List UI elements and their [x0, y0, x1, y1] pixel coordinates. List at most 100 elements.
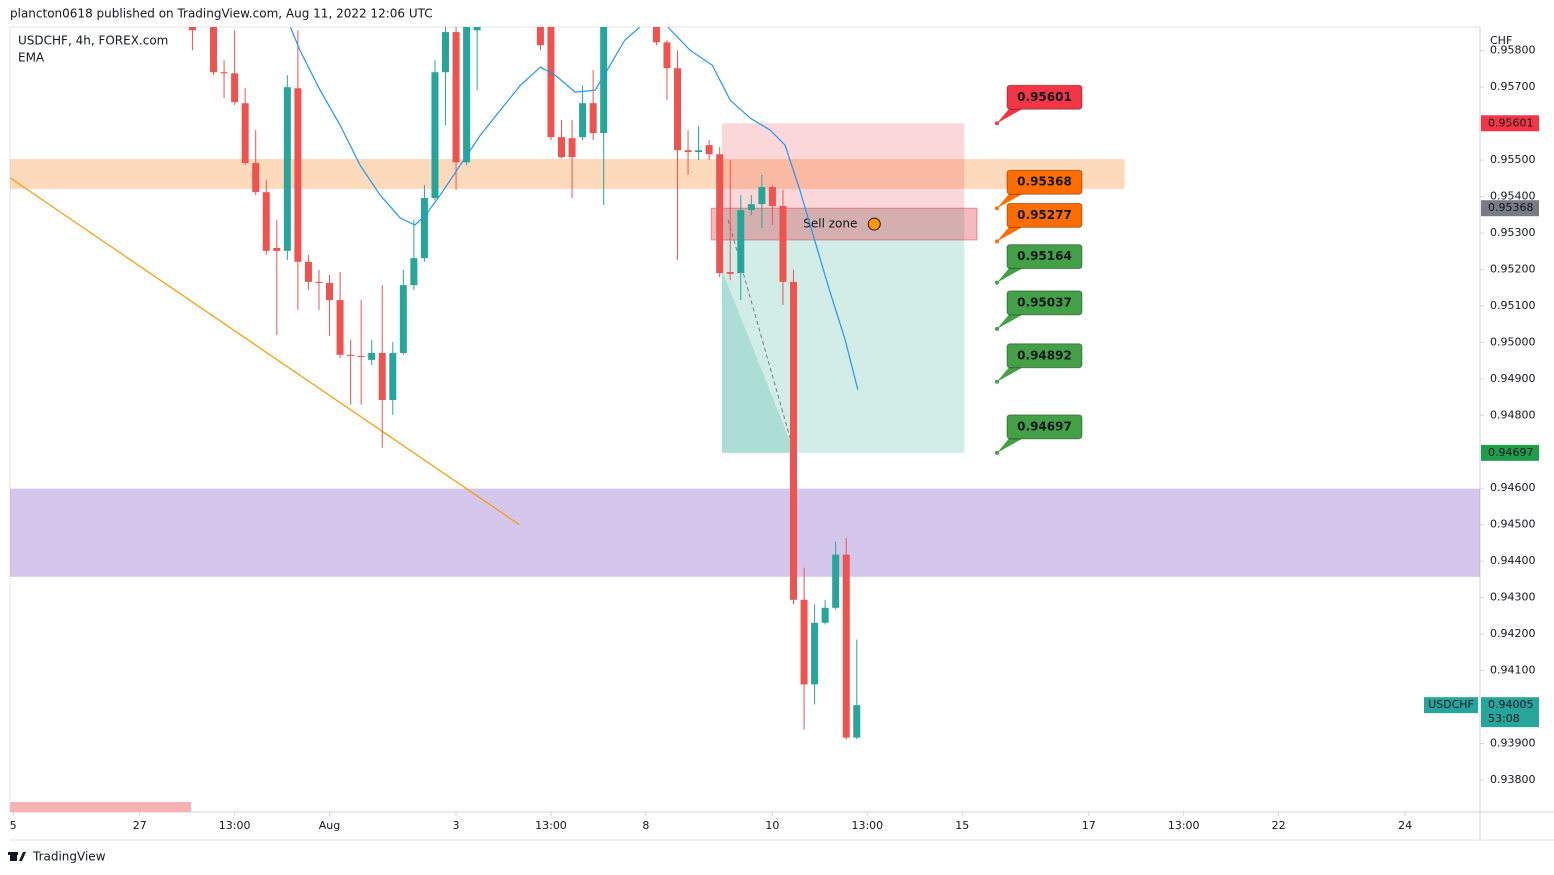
sell-zone-label: Sell zone: [803, 217, 857, 231]
candle-body: [399, 285, 407, 353]
price-tag-label: 0.94697: [1488, 446, 1534, 459]
candle-body: [304, 261, 312, 282]
candle-body: [241, 103, 249, 163]
y-tick-label: 0.95300: [1490, 226, 1536, 239]
candle-body: [452, 32, 460, 163]
callout-label: 0.94697: [1017, 419, 1072, 433]
y-tick-label: 0.93900: [1490, 736, 1536, 749]
stop-area: [721, 123, 965, 209]
callout-pointer: [997, 264, 1022, 283]
callout-label: 0.95037: [1017, 295, 1072, 309]
callout-pointer: [997, 310, 1022, 329]
callout-box: [1006, 290, 1083, 316]
price-tag: [1481, 444, 1539, 461]
candle-body: [800, 599, 808, 685]
callout-box: [1006, 414, 1083, 440]
candle-body: [315, 281, 323, 283]
candle-body: [220, 72, 228, 74]
candle-body: [431, 72, 439, 199]
callout-box: [1006, 169, 1083, 195]
callout-label: 0.95277: [1017, 208, 1072, 222]
callout-tip: [995, 379, 999, 384]
callout-tip: [995, 450, 999, 455]
symbol-tag-label: USDCHF: [1428, 698, 1474, 711]
candle-body: [821, 607, 829, 623]
sell-zone-icon: [867, 217, 881, 231]
x-tick-label: 3: [453, 819, 460, 832]
candle-body: [811, 622, 819, 685]
last-price-label: 0.94005: [1488, 698, 1534, 711]
candle-body: [716, 154, 724, 274]
y-tick-label: 0.94800: [1490, 408, 1536, 421]
candle-body: [188, 27, 196, 31]
ema-line: [289, 27, 859, 390]
candle-body: [347, 354, 355, 356]
tv-logo: [8, 852, 26, 861]
callout-box: [1006, 84, 1083, 110]
callout-pointer: [997, 105, 1022, 124]
callout-box: [1006, 244, 1083, 270]
x-tick-label: 13:00: [535, 819, 567, 832]
y-tick-label: 0.95800: [1490, 44, 1536, 57]
symbol-legend: USDCHF, 4h, FOREX.com: [18, 34, 168, 48]
candle-body: [231, 73, 239, 103]
candle-body: [758, 187, 766, 205]
x-tick-label: 13:00: [219, 819, 251, 832]
progress-area: [721, 269, 794, 453]
candle-body: [674, 68, 682, 151]
x-tick-label: 13:00: [1168, 819, 1200, 832]
candle-body: [357, 355, 365, 357]
y-tick-label: 0.94600: [1490, 481, 1536, 494]
projection-line: [727, 219, 794, 451]
x-tick-label: 22: [1272, 819, 1286, 832]
callout-tip: [995, 326, 999, 331]
callout-pointer: [997, 223, 1022, 242]
y-tick-label: 0.95000: [1490, 335, 1536, 348]
candle-body: [568, 138, 576, 158]
price-tag-label: 0.95601: [1488, 116, 1534, 129]
callout-label: 0.95601: [1017, 90, 1072, 104]
y-tick-label: 0.94500: [1490, 518, 1536, 531]
candle-body: [663, 42, 671, 69]
indicator-bar: [10, 802, 191, 812]
candle-body: [389, 352, 397, 400]
callout-tip: [995, 280, 999, 285]
x-tick-label: Aug: [319, 819, 340, 832]
trend-line: [10, 177, 520, 526]
target-area: [721, 208, 965, 453]
candle-body: [726, 272, 734, 274]
price-tag: [1481, 200, 1539, 217]
x-tick-label: 15: [955, 819, 969, 832]
plot-area: [9, 26, 1481, 813]
candle-body: [262, 192, 270, 251]
header: plancton0618 published on TradingView.co…: [10, 7, 433, 21]
candle-body: [589, 103, 597, 134]
currency: CHF: [1490, 34, 1512, 47]
callout-label: 0.95164: [1017, 249, 1072, 263]
y-tick-label: 0.94900: [1490, 372, 1536, 385]
callout-pointer: [997, 434, 1022, 453]
ema-legend: EMA: [18, 51, 45, 65]
candle-body: [547, 27, 555, 138]
callout-box: [1006, 343, 1083, 369]
callout-tip: [995, 206, 999, 211]
candle-body: [294, 88, 302, 262]
candle-body: [579, 103, 587, 138]
candle-body: [378, 352, 386, 400]
x-tick-label: 10: [765, 819, 779, 832]
candle-body: [705, 145, 713, 155]
candle-body: [336, 300, 344, 355]
candle-body: [210, 27, 218, 73]
candle-body: [600, 27, 608, 134]
candle-body: [790, 281, 798, 600]
y-tick-label: 0.95700: [1490, 80, 1536, 93]
y-tick-label: 0.94100: [1490, 664, 1536, 677]
y-tick-label: 0.94300: [1490, 591, 1536, 604]
candle-body: [368, 352, 376, 360]
y-tick-label: 0.94200: [1490, 627, 1536, 640]
plot: Sell zone: [10, 27, 1480, 812]
x-tick-label: 13:00: [851, 819, 883, 832]
price-tag: [1481, 115, 1539, 132]
sell-zone: [710, 207, 978, 241]
candle-body: [684, 150, 692, 153]
